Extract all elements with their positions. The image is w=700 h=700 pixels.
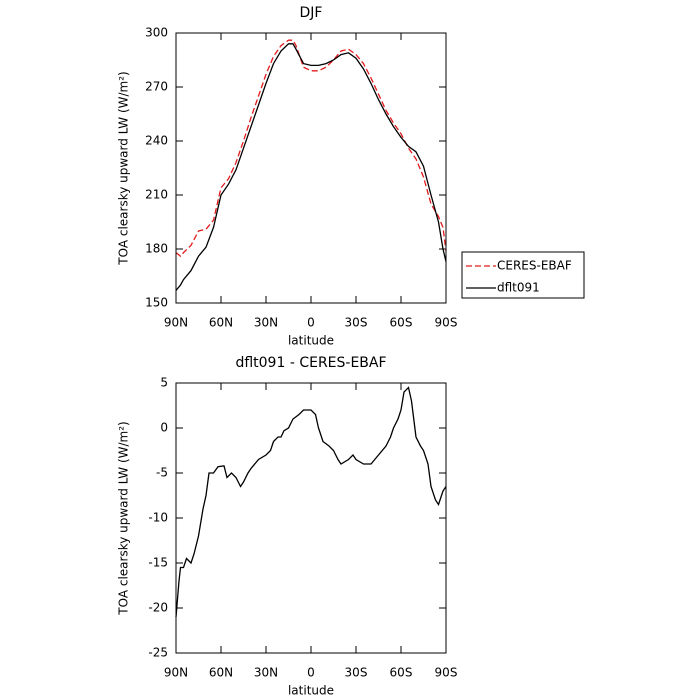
x-tick-label: 60S	[390, 316, 413, 330]
data-line	[175, 43, 447, 291]
x-tick-label: 30N	[254, 666, 278, 680]
y-tick-label: 240	[145, 134, 168, 148]
x-tick-label: 90N	[164, 316, 188, 330]
x-tick-label: 60N	[209, 666, 233, 680]
y-tick-label: -10	[148, 511, 168, 525]
chart-title: dflt091 - CERES-EBAF	[235, 355, 386, 371]
y-axis-label: TOA clearsky upward LW (W/m²)	[117, 421, 131, 615]
y-tick-label: 210	[145, 188, 168, 202]
y-tick-label: -15	[148, 556, 168, 570]
data-line	[175, 386, 447, 618]
x-tick-label: 90S	[435, 666, 458, 680]
legend-label: CERES-EBAF	[497, 259, 572, 273]
x-tick-label: 30S	[345, 316, 368, 330]
y-tick-label: -5	[156, 466, 168, 480]
legend-box	[461, 251, 585, 299]
x-tick-label: 30N	[254, 316, 278, 330]
y-tick-label: 180	[145, 242, 168, 256]
y-tick-label: 0	[160, 421, 168, 435]
x-tick-label: 90N	[164, 666, 188, 680]
y-tick-label: -25	[148, 646, 168, 660]
plot-frame	[175, 32, 447, 304]
x-tick-label: 0	[307, 666, 315, 680]
y-tick-label: 150	[145, 296, 168, 310]
x-tick-label: 0	[307, 316, 315, 330]
x-axis-label: latitude	[288, 334, 334, 348]
data-line	[175, 39, 447, 258]
x-tick-label: 60N	[209, 316, 233, 330]
plot-frame	[175, 382, 447, 654]
x-tick-label: 90S	[435, 316, 458, 330]
y-axis-label: TOA clearsky upward LW (W/m²)	[117, 71, 131, 265]
y-tick-label: 5	[160, 376, 168, 390]
chart-title: DJF	[300, 5, 323, 21]
x-axis-label: latitude	[288, 684, 334, 698]
legend-label: dflt091	[497, 281, 540, 295]
x-tick-label: 60S	[390, 666, 413, 680]
y-tick-label: 300	[145, 26, 168, 40]
y-tick-label: 270	[145, 80, 168, 94]
y-tick-label: -20	[148, 601, 168, 615]
x-tick-label: 30S	[345, 666, 368, 680]
